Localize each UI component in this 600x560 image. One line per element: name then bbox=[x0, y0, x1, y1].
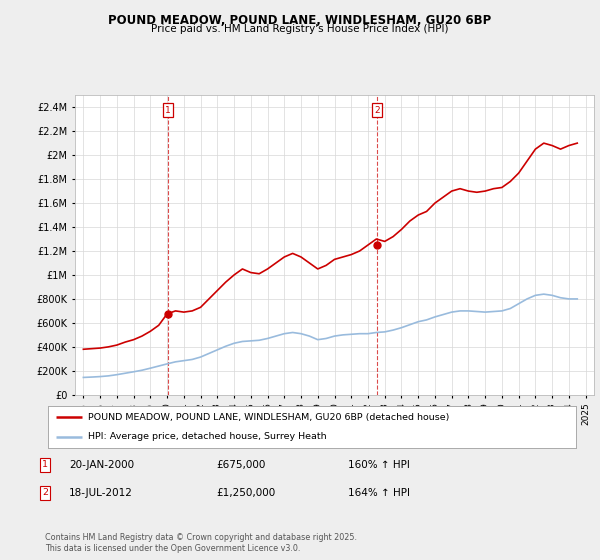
Text: POUND MEADOW, POUND LANE, WINDLESHAM, GU20 6BP (detached house): POUND MEADOW, POUND LANE, WINDLESHAM, GU… bbox=[88, 413, 449, 422]
Text: 1: 1 bbox=[165, 106, 171, 115]
Text: £675,000: £675,000 bbox=[216, 460, 265, 470]
Text: POUND MEADOW, POUND LANE, WINDLESHAM, GU20 6BP: POUND MEADOW, POUND LANE, WINDLESHAM, GU… bbox=[109, 14, 491, 27]
Text: 1: 1 bbox=[42, 460, 48, 469]
Text: 2: 2 bbox=[42, 488, 48, 497]
Text: 20-JAN-2000: 20-JAN-2000 bbox=[69, 460, 134, 470]
Text: Price paid vs. HM Land Registry's House Price Index (HPI): Price paid vs. HM Land Registry's House … bbox=[151, 24, 449, 34]
Text: HPI: Average price, detached house, Surrey Heath: HPI: Average price, detached house, Surr… bbox=[88, 432, 326, 441]
Text: 2: 2 bbox=[374, 106, 380, 115]
Text: 160% ↑ HPI: 160% ↑ HPI bbox=[348, 460, 410, 470]
Text: Contains HM Land Registry data © Crown copyright and database right 2025.
This d: Contains HM Land Registry data © Crown c… bbox=[45, 533, 357, 553]
Text: 164% ↑ HPI: 164% ↑ HPI bbox=[348, 488, 410, 498]
Text: £1,250,000: £1,250,000 bbox=[216, 488, 275, 498]
Text: 18-JUL-2012: 18-JUL-2012 bbox=[69, 488, 133, 498]
